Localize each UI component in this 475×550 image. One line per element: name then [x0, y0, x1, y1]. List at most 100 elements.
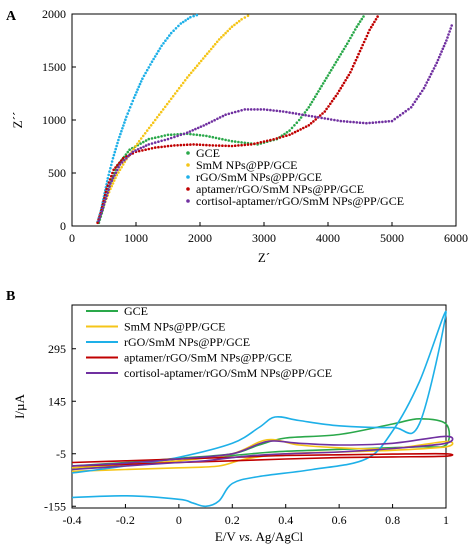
panel-a-data-point — [448, 30, 451, 33]
panel-a-data-point — [227, 112, 231, 116]
panel-a-data-point — [351, 64, 355, 68]
panel-a-data-point — [253, 142, 256, 145]
panel-a-label: A — [6, 9, 17, 24]
panel-a-data-point — [259, 141, 263, 144]
panel-a-data-point — [130, 102, 133, 106]
panel-a-data-point — [362, 15, 365, 18]
panel-a-data-point — [233, 144, 237, 147]
panel-a-data-point — [355, 121, 359, 124]
panel-a-data-point — [177, 86, 181, 90]
panel-a-data-point — [134, 145, 137, 148]
panel-a-data-point — [116, 163, 119, 167]
panel-a-data-point — [217, 144, 221, 147]
panel-a-data-point — [203, 54, 207, 58]
panel-a-data-point — [175, 89, 179, 93]
panel-a-data-point — [188, 130, 192, 133]
panel-a-data-point — [336, 58, 339, 61]
panel-a-data-point — [99, 213, 103, 216]
panel-a-data-point — [307, 106, 311, 109]
panel-a-data-point — [186, 17, 190, 21]
panel-a-data-point — [312, 98, 315, 101]
panel-a-data-point — [326, 74, 330, 77]
panel-a-data-point — [349, 120, 352, 124]
panel-a-data-point — [210, 120, 214, 123]
panel-a-data-point — [150, 60, 154, 63]
panel-b-y-tick-label: -155 — [44, 499, 66, 513]
panel-a-data-point — [431, 69, 434, 73]
panel-a-data-point — [126, 112, 129, 115]
panel-a-data-point — [169, 31, 173, 35]
panel-a-data-point — [368, 121, 371, 125]
panel-a-y-tick-label: 0 — [60, 219, 66, 233]
panel-a-data-point — [96, 221, 99, 225]
panel-a-data-point — [339, 53, 343, 56]
panel-a-data-point — [339, 86, 343, 90]
panel-a-data-point — [354, 58, 358, 62]
panel-a-data-point — [141, 149, 144, 152]
panel-a-data-point — [320, 84, 323, 88]
panel-a-data-point — [163, 105, 167, 109]
panel-a-data-point — [119, 132, 122, 136]
panel-b-x-axis-label-part: Ag/AgCl — [253, 529, 304, 544]
panel-a-data-point — [305, 108, 309, 112]
panel-a-data-point — [107, 188, 110, 191]
panel-a-data-point — [278, 136, 282, 139]
panel-a-data-point — [288, 111, 291, 114]
panel-a-data-point — [272, 109, 275, 112]
panel-a-data-point — [189, 71, 193, 75]
panel-b-series-2-line — [71, 310, 447, 508]
panel-a-series-4 — [97, 24, 454, 222]
panel-a-data-point — [440, 50, 443, 53]
panel-a-data-point — [341, 50, 344, 53]
panel-a-data-point — [358, 20, 362, 23]
panel-a-x-axis-label: Z´ — [258, 250, 270, 265]
panel-a-data-point — [162, 42, 165, 45]
panel-a-data-point — [139, 137, 143, 140]
panel-a-data-point — [173, 133, 176, 136]
panel-a-data-point — [104, 197, 108, 200]
panel-a-data-point — [256, 108, 259, 111]
panel-a-data-point — [137, 139, 141, 143]
panel-b-y-axis-label: I/µA — [12, 393, 27, 418]
panel-a-data-point — [166, 36, 169, 40]
panel-a-data-point — [344, 45, 347, 48]
panel-b-chart: -0.4 -0.2 0 0.2 0.4 0.6 0.8 1 -155 -5 145 295 E/V vs… — [12, 304, 454, 544]
panel-a-data-point — [253, 108, 256, 111]
panel-a-data-point — [198, 133, 202, 137]
panel-a-data-point — [221, 137, 224, 141]
panel-a-data-point — [376, 15, 379, 18]
panel-a-data-point — [329, 102, 332, 106]
panel-a-data-point — [374, 18, 378, 21]
panel-a-data-point — [149, 124, 153, 127]
panel-a-data-point — [434, 64, 437, 67]
panel-a-data-point — [237, 140, 240, 144]
panel-a-data-point — [147, 126, 151, 130]
panel-a-data-point — [163, 138, 167, 142]
panel-a-data-point — [150, 137, 154, 140]
panel-a-data-point — [246, 143, 250, 146]
panel-a-data-point — [296, 129, 300, 133]
panel-a-data-point — [150, 142, 154, 145]
panel-a-data-point — [407, 107, 410, 111]
panel-a-data-point — [142, 145, 145, 149]
panel-a-data-point — [246, 108, 250, 111]
panel-a-series-2 — [96, 13, 199, 224]
panel-b-plot-frame — [71, 304, 447, 509]
panel-a-data-point — [450, 24, 454, 27]
panel-b-x-tick-label: 1 — [443, 513, 449, 527]
panel-a-data-point — [101, 206, 105, 210]
panel-a-data-point — [442, 44, 446, 48]
panel-a-data-point — [318, 114, 322, 117]
panel-a-data-point — [396, 115, 399, 119]
panel-a-data-point — [208, 135, 211, 138]
panel-a-data-point — [358, 121, 362, 124]
panel-a-data-point — [321, 112, 324, 115]
panel-a-data-point — [139, 80, 143, 83]
panel-a-data-point — [243, 141, 247, 145]
panel-a-y-tick-label: 500 — [48, 166, 66, 180]
panel-a-data-point — [307, 124, 311, 127]
panel-a-data-point — [333, 118, 336, 122]
panel-a-data-point — [144, 71, 147, 75]
panel-a-x-tick-label: 6000 — [444, 231, 468, 245]
panel-b-x-tick-label: 0.6 — [332, 513, 347, 527]
